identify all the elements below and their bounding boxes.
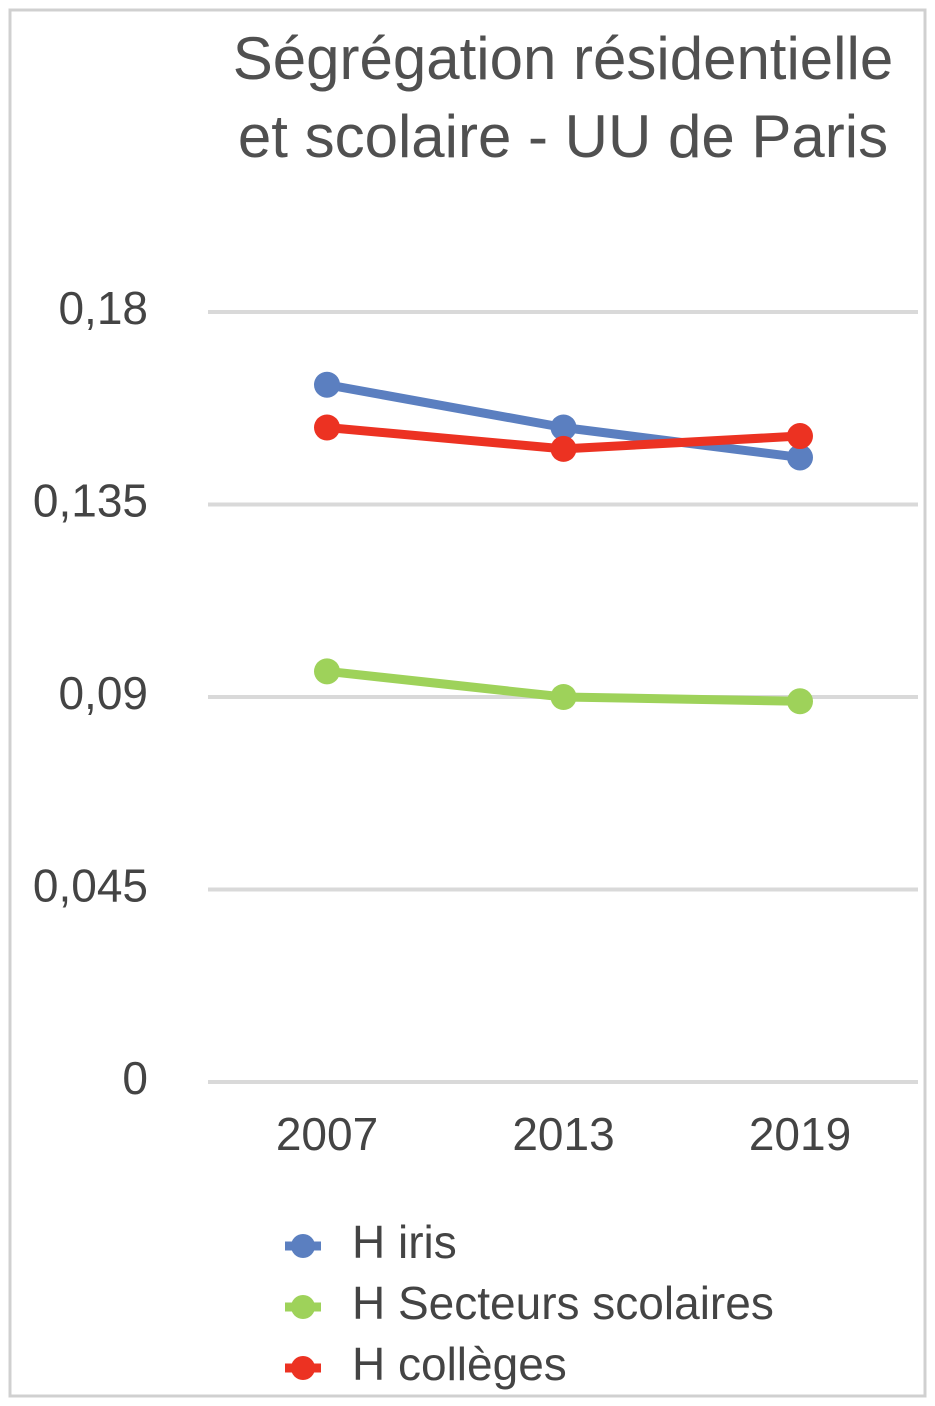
data-point bbox=[787, 423, 813, 450]
chart-border bbox=[8, 8, 927, 1398]
x-tick-label: 2013 bbox=[512, 1108, 614, 1160]
legend-label: H Secteurs scolaires bbox=[352, 1277, 774, 1329]
chart-title: Ségrégation résidentielle et scolaire - … bbox=[232, 25, 894, 170]
data-point bbox=[550, 435, 577, 462]
x-tick-label: 2019 bbox=[749, 1108, 851, 1160]
data-point bbox=[314, 414, 340, 441]
data-point bbox=[787, 444, 813, 471]
y-tick-label: 0,045 bbox=[33, 860, 148, 912]
data-point bbox=[550, 684, 577, 710]
data-point bbox=[314, 658, 340, 685]
legend-label: H collèges bbox=[352, 1338, 567, 1390]
x-tick-label: 2007 bbox=[276, 1108, 378, 1160]
y-tick-label: 0,18 bbox=[58, 282, 148, 334]
legend-label: H iris bbox=[352, 1216, 457, 1268]
y-tick-label: 0,135 bbox=[33, 475, 148, 527]
data-point bbox=[787, 688, 813, 715]
data-point bbox=[550, 414, 577, 441]
legend-marker bbox=[291, 1295, 315, 1319]
y-tick-label: 0,09 bbox=[58, 667, 148, 719]
y-tick-label: 0 bbox=[122, 1052, 148, 1104]
legend-marker bbox=[291, 1234, 315, 1258]
legend-marker bbox=[291, 1356, 315, 1380]
data-point bbox=[314, 371, 340, 398]
